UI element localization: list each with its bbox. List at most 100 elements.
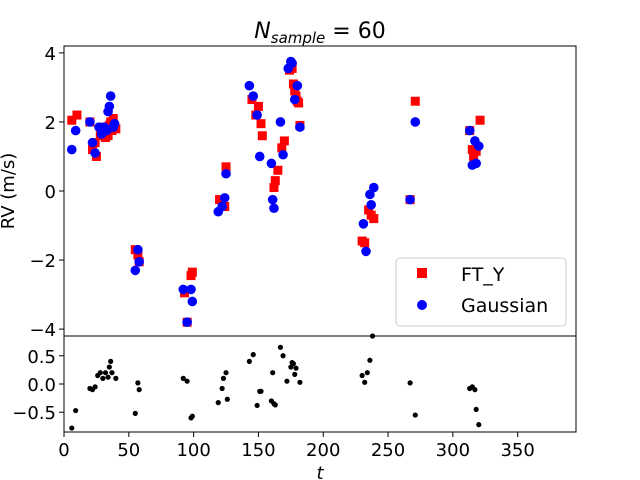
gaussian-point <box>289 94 300 105</box>
x-tick-label: 150 <box>241 440 275 461</box>
residual-point <box>73 407 79 414</box>
gaussian-point <box>134 256 144 267</box>
gaussian-point <box>254 151 265 162</box>
x-tick-label: 0 <box>58 440 69 461</box>
residual-point <box>102 370 109 376</box>
ft-y-point <box>256 119 266 129</box>
ft-y-point <box>410 96 420 106</box>
y-tick-label: 4 <box>45 44 56 65</box>
x-tick-label: 300 <box>436 440 470 461</box>
residual-point <box>362 379 368 385</box>
residual-point <box>293 365 299 371</box>
gaussian-point <box>187 296 198 307</box>
residual-plot-frame <box>63 335 577 433</box>
gaussian-point <box>269 203 279 214</box>
residual-point <box>270 370 276 376</box>
ft-y-point <box>103 131 113 141</box>
x-tick-label: 200 <box>306 440 340 461</box>
residual-point <box>290 361 297 367</box>
gaussian-point <box>104 101 115 112</box>
residual-point <box>224 396 230 402</box>
residual-points <box>69 333 482 431</box>
gaussian-point <box>266 158 277 169</box>
residual-point <box>277 344 284 350</box>
ft-y-point <box>475 115 485 125</box>
gaussian-point <box>361 246 371 257</box>
residual-point <box>92 384 98 390</box>
x-tick-label: 250 <box>371 440 405 461</box>
residual-y-ticks: 0.5 0.0 −0.5 <box>12 347 64 424</box>
gaussian-point <box>368 182 379 193</box>
ft-y-point <box>253 101 263 111</box>
legend-marker-gaussian <box>417 300 427 310</box>
residual-point <box>284 378 290 384</box>
gaussian-point <box>287 58 297 69</box>
y-tick-label: −0.5 <box>12 403 56 424</box>
x-axis-label: t <box>316 463 324 480</box>
gaussian-point <box>358 218 369 229</box>
residual-point <box>108 358 114 365</box>
y-tick-label: 2 <box>45 113 56 134</box>
residual-point <box>280 353 286 359</box>
residual-point <box>69 425 75 431</box>
ft-y-point <box>269 183 279 193</box>
y-tick-label: −2 <box>29 251 56 272</box>
title-subscript: sample <box>271 29 326 47</box>
residual-point <box>180 375 186 381</box>
gaussian-point <box>275 117 286 127</box>
gaussian-point <box>471 158 481 169</box>
x-tick-label: 50 <box>117 440 140 461</box>
residual-point <box>136 387 142 393</box>
gaussian-point <box>182 317 192 327</box>
residual-point <box>223 370 229 376</box>
gaussian-point <box>133 244 143 255</box>
ft-y-point <box>277 143 287 153</box>
gaussian-point <box>219 193 230 203</box>
x-tick-label: 350 <box>500 440 534 461</box>
residual-point <box>113 375 119 381</box>
residual-point <box>359 372 365 379</box>
gaussian-point <box>244 80 255 91</box>
gaussian-point <box>70 125 81 136</box>
residual-panel: 0.5 0.0 −0.5 0 50 100 150 200 250 300 350 t <box>12 333 577 480</box>
ft-y-point <box>360 238 370 248</box>
gaussian-point <box>405 194 415 205</box>
residual-point <box>219 385 225 392</box>
title-main: N <box>254 19 270 44</box>
residual-point <box>473 406 479 413</box>
residual-point <box>250 352 256 358</box>
residual-point <box>472 387 478 393</box>
residual-point <box>189 413 195 419</box>
residual-point <box>412 412 418 418</box>
gaussian-point <box>473 141 484 151</box>
ft-y-point <box>290 86 300 96</box>
ft-y-point <box>257 131 267 141</box>
chart-title: Nsample = 60 <box>254 19 385 47</box>
gaussian-point <box>295 122 305 132</box>
rv-points <box>66 56 485 327</box>
residual-point <box>109 370 115 376</box>
residual-point <box>97 370 103 376</box>
gaussian-point <box>109 118 120 129</box>
residual-point <box>254 402 260 409</box>
gaussian-point <box>267 194 278 205</box>
gaussian-point <box>105 91 116 101</box>
ft-y-point <box>108 114 118 123</box>
residual-point <box>132 410 138 416</box>
gaussian-point <box>66 144 77 155</box>
legend-label-gaussian: Gaussian <box>461 295 548 317</box>
residual-point <box>369 333 376 339</box>
gaussian-point <box>248 91 259 101</box>
residual-point <box>258 388 264 394</box>
gaussian-point <box>90 148 100 158</box>
ft-y-point <box>67 115 77 125</box>
residual-point <box>297 379 303 385</box>
residual-point <box>184 378 190 384</box>
residual-point <box>135 380 141 386</box>
residual-x-ticks: 0 50 100 150 200 250 300 350 <box>58 432 535 461</box>
gaussian-point <box>252 110 262 120</box>
gaussian-point <box>85 117 95 127</box>
gaussian-point <box>186 284 196 295</box>
gaussian-point <box>130 265 141 276</box>
